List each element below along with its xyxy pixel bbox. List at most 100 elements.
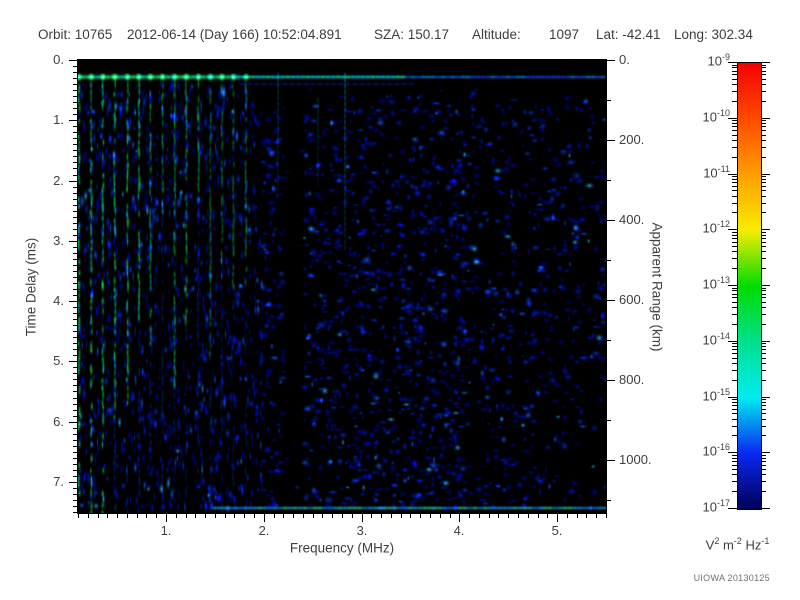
colorbar-minor-tick bbox=[732, 123, 737, 124]
colorbar-minor-tick bbox=[732, 419, 737, 420]
colorbar-minor-tick bbox=[732, 363, 737, 364]
y-axis-tick bbox=[73, 379, 77, 380]
y-axis-tick bbox=[73, 90, 77, 91]
latitude-readout: Lat: -42.41 bbox=[596, 27, 661, 42]
y-axis-tick bbox=[73, 494, 77, 495]
y-axis-tick-label: 7. bbox=[53, 474, 64, 489]
y-axis-tick-label: 0. bbox=[53, 52, 64, 67]
orbit-readout: Orbit: 10765 bbox=[38, 27, 113, 42]
y-axis-tick bbox=[73, 355, 77, 356]
y-axis-tick bbox=[73, 343, 77, 344]
colorbar-minor-tick bbox=[761, 251, 766, 252]
colorbar-tick-label: 10-9 bbox=[707, 52, 730, 69]
sza-readout: SZA: 150.17 bbox=[374, 27, 450, 42]
colorbar-minor-tick bbox=[761, 474, 766, 475]
y-axis-tick bbox=[73, 391, 77, 392]
y-axis-tick bbox=[73, 72, 77, 73]
colorbar-minor-tick bbox=[732, 79, 737, 80]
colorbar-tick-label: 10-10 bbox=[702, 108, 730, 125]
x-axis-tick bbox=[352, 514, 353, 518]
colorbar-minor-tick bbox=[761, 186, 766, 187]
y-axis-tick bbox=[73, 283, 77, 284]
x-axis-tick bbox=[225, 514, 226, 518]
y-axis-tick bbox=[73, 217, 77, 218]
y-axis-tick bbox=[73, 138, 77, 139]
y-axis-tick bbox=[73, 307, 77, 308]
colorbar-major-tick bbox=[761, 118, 770, 119]
colorbar-minor-tick bbox=[732, 179, 737, 180]
y2-axis-tick bbox=[607, 60, 615, 61]
colorbar-minor-tick bbox=[761, 101, 766, 102]
colorbar-minor-tick bbox=[732, 469, 737, 470]
colorbar-major-tick bbox=[728, 118, 737, 119]
y-axis-tick bbox=[73, 102, 77, 103]
credit-text: UIOWA 20130125 bbox=[693, 573, 770, 583]
colorbar-minor-tick bbox=[732, 435, 737, 436]
y-axis-tick bbox=[73, 247, 77, 248]
x-axis-tick bbox=[186, 514, 187, 518]
y-axis-tick bbox=[73, 156, 77, 157]
y2-axis-tick bbox=[607, 460, 615, 461]
y-axis-tick bbox=[73, 506, 77, 507]
colorbar-minor-tick bbox=[761, 405, 766, 406]
x-axis-title: Frequency (MHz) bbox=[289, 540, 395, 556]
y-axis-tick bbox=[73, 132, 77, 133]
y-axis-tick bbox=[73, 96, 77, 97]
y2-axis-tick bbox=[607, 300, 615, 301]
y-axis-tick bbox=[69, 482, 77, 483]
colorbar-minor-tick bbox=[761, 268, 766, 269]
colorbar-minor-tick bbox=[761, 419, 766, 420]
y2-axis-tick-label: 600. bbox=[619, 292, 645, 307]
x-axis-tick bbox=[78, 514, 79, 518]
y-axis-tick bbox=[73, 199, 77, 200]
colorbar-minor-tick bbox=[732, 358, 737, 359]
colorbar-minor-tick bbox=[761, 435, 766, 436]
colorbar-minor-tick bbox=[732, 290, 737, 291]
colorbar-minor-tick bbox=[761, 297, 766, 298]
colorbar-minor-tick bbox=[761, 179, 766, 180]
x-axis-tick bbox=[547, 514, 548, 518]
y-axis-tick bbox=[73, 144, 77, 145]
y-axis-tick bbox=[73, 150, 77, 151]
colorbar-major-tick bbox=[728, 174, 737, 175]
x-axis-tick bbox=[332, 514, 333, 518]
colorbar-minor-tick bbox=[761, 402, 766, 403]
y-axis-tick bbox=[73, 175, 77, 176]
colorbar-minor-tick bbox=[732, 196, 737, 197]
x-axis-tick bbox=[205, 514, 206, 518]
x-axis-tick-label: 4. bbox=[453, 523, 465, 538]
y2-axis-tick bbox=[607, 180, 611, 181]
colorbar-minor-tick bbox=[761, 182, 766, 183]
colorbar-major-tick bbox=[761, 229, 770, 230]
colorbar-minor-tick bbox=[761, 458, 766, 459]
y-axis-tick bbox=[73, 416, 77, 417]
colorbar-minor-tick bbox=[732, 426, 737, 427]
colorbar-minor-tick bbox=[732, 126, 737, 127]
colorbar-minor-tick bbox=[761, 123, 766, 124]
x-axis-tick bbox=[567, 514, 568, 518]
colorbar-minor-tick bbox=[732, 380, 737, 381]
colorbar-minor-tick bbox=[761, 242, 766, 243]
colorbar-minor-tick bbox=[761, 465, 766, 466]
y-axis-tick bbox=[73, 78, 77, 79]
y-axis-tick bbox=[73, 193, 77, 194]
y2-axis-tick bbox=[607, 140, 615, 141]
colorbar-minor-tick bbox=[761, 288, 766, 289]
colorbar-minor-tick bbox=[732, 399, 737, 400]
x-axis-tick bbox=[538, 514, 539, 518]
x-axis-tick-label: 1. bbox=[160, 523, 172, 538]
colorbar-minor-tick bbox=[732, 481, 737, 482]
colorbar-minor-tick bbox=[761, 84, 766, 85]
y-axis-tick bbox=[69, 120, 77, 121]
x-axis-tick bbox=[489, 514, 490, 518]
colorbar-minor-tick bbox=[732, 140, 737, 141]
colorbar-minor-tick bbox=[732, 251, 737, 252]
y-axis-tick bbox=[73, 367, 77, 368]
colorbar-minor-tick bbox=[732, 74, 737, 75]
colorbar-minor-tick bbox=[732, 212, 737, 213]
y-axis-tick bbox=[73, 349, 77, 350]
colorbar-minor-tick bbox=[732, 157, 737, 158]
colorbar-minor-tick bbox=[761, 290, 766, 291]
x-axis-tick bbox=[156, 514, 157, 518]
